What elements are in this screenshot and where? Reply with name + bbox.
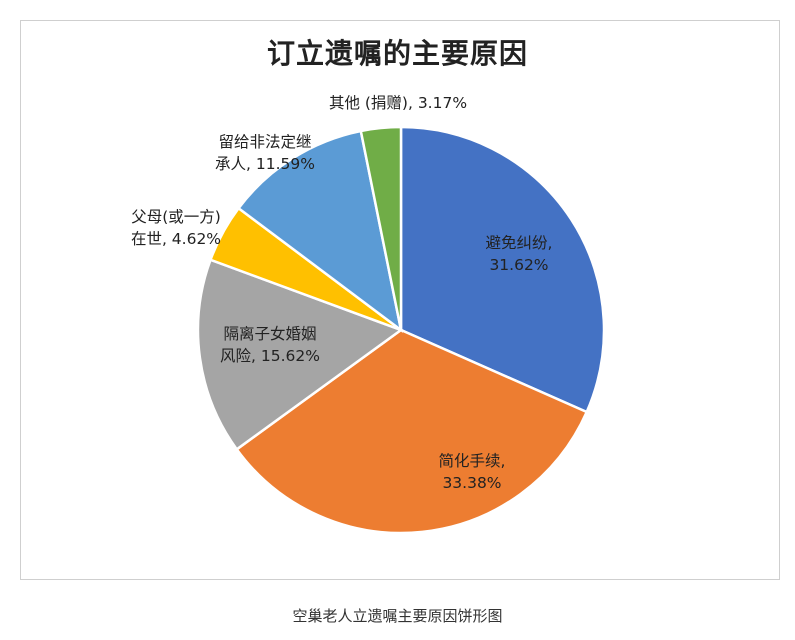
slice-label-line: 隔离子女婚姻 (223, 324, 316, 343)
slice-label-line: 父母(或一方) (131, 208, 221, 226)
slice-label-line: 留给非法定继 (218, 133, 311, 151)
slice-label: 简化手续, 33.38% (439, 452, 506, 492)
chart-title: 订立遗嘱的主要原因 (266, 37, 528, 70)
slice-label-line: 31.62% (489, 256, 548, 274)
slice-label-line: 避免纠纷, (486, 234, 553, 252)
slice-label-line: 风险, 15.62% (220, 347, 320, 365)
slice-label: 父母(或一方) 在世, 4.62% (131, 208, 221, 248)
slice-label: 避免纠纷, 31.62% (486, 234, 553, 274)
slice-label: 其他 (捐赠), 3.17% (329, 94, 467, 112)
slice-label-line: 33.38% (442, 474, 501, 492)
slice-label-line: 其他 (捐赠), 3.17% (329, 94, 467, 112)
slice-label-line: 在世, 4.62% (131, 230, 221, 248)
pie-slice (196, 258, 404, 452)
slice-label: 留给非法定继承人, 11.59% (215, 133, 315, 173)
pie-slice (359, 125, 403, 331)
slice-label-line: 简化手续, (439, 452, 506, 470)
pie-slice (235, 328, 589, 535)
figure-caption: 空巢老人立遗嘱主要原因饼形图 (292, 607, 503, 625)
slice-label-line: 承人, 11.59% (215, 155, 315, 173)
pie-slice (236, 129, 403, 333)
slice-label: 隔离子女婚姻风险, 15.62% (220, 324, 320, 365)
pie-slice (399, 125, 606, 414)
